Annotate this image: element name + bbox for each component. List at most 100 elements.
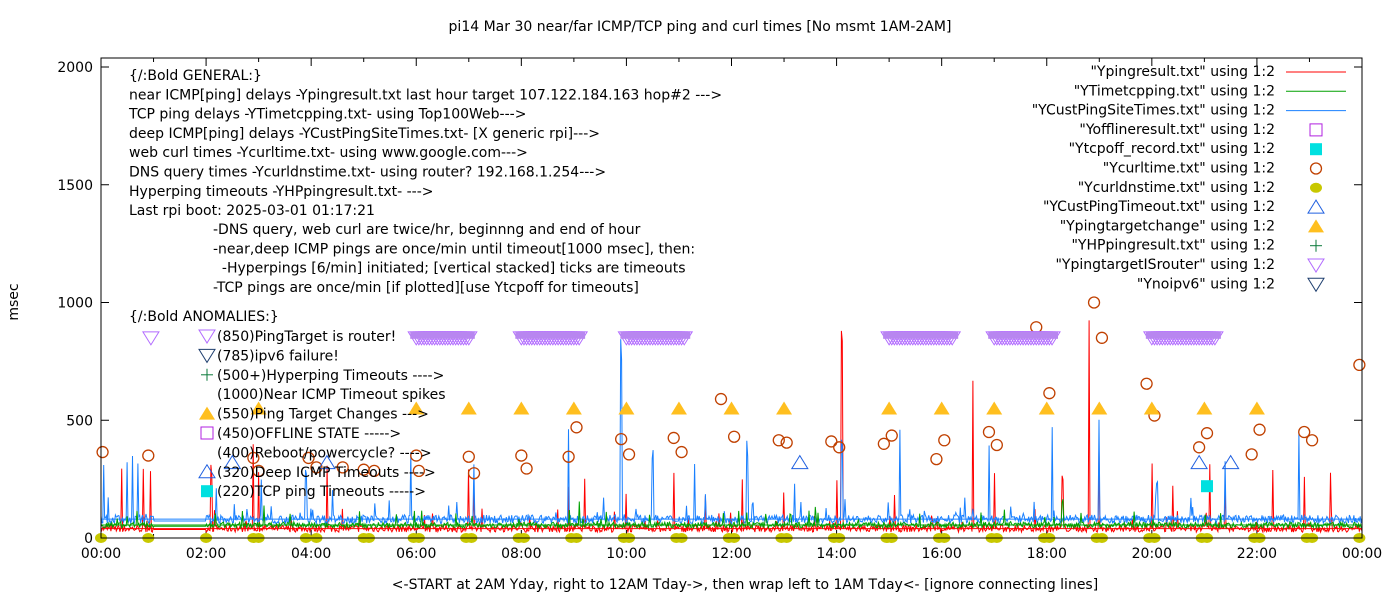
triangle-up-marker [1190, 454, 1209, 470]
curl-point [1087, 296, 1101, 309]
triangle-down-marker [1307, 258, 1325, 273]
square-marker [201, 485, 213, 498]
curl-point [1043, 387, 1056, 400]
x-tick-label: 02:00 [186, 546, 226, 562]
legend-symbol [1310, 143, 1322, 156]
triangle-up-marker [318, 454, 336, 470]
general-note: web curl times -Ycurltime.txt- using www… [129, 145, 528, 161]
legend-label: "YCustPingTimeout.txt" using 1:2 [1043, 199, 1275, 215]
curl-point [1030, 321, 1043, 334]
curl-point [570, 421, 583, 434]
curl-point [520, 462, 533, 475]
x-tick-label: 04:00 [291, 546, 331, 562]
legend-label: "Ypingresult.txt" using 1:2 [1090, 64, 1275, 80]
circle-marker [1353, 358, 1366, 372]
curl-point [772, 434, 785, 447]
legend-symbol [1309, 123, 1323, 137]
anomaly-label: (850)PingTarget is router! [217, 329, 396, 345]
anomaly-symbol [198, 329, 216, 344]
circle-marker [520, 462, 533, 475]
curl-point [615, 432, 628, 446]
triangle-up-marker [198, 463, 216, 479]
triangle-up-marker [670, 401, 687, 415]
circle-marker [302, 451, 315, 465]
deep-timeout-point [1221, 454, 1240, 470]
x-tick-label: 10:00 [606, 546, 646, 562]
legend-label: "Ycurltime.txt" using 1:2 [1103, 161, 1275, 177]
x-axis-label: <-START at 2AM Yday, right to 12AM Tday-… [392, 577, 1098, 593]
curl-point [1245, 448, 1258, 461]
circle-marker [1245, 448, 1258, 461]
anomaly-symbol [198, 463, 216, 479]
y-tick-label: 0 [84, 531, 93, 547]
circle-marker [990, 438, 1003, 452]
circle-marker [142, 449, 155, 462]
legend-symbol [1307, 277, 1325, 293]
legend-label: "Ynoipv6" using 1:2 [1137, 276, 1275, 292]
legend-label: "Ypingtargetchange" using 1:2 [1060, 218, 1275, 234]
curl-point [1305, 434, 1319, 447]
curl-point [462, 450, 475, 463]
circle-marker [667, 431, 680, 445]
target-change-point [250, 401, 267, 415]
isrouter-band [515, 331, 586, 339]
y-tick-label: 500 [66, 413, 93, 429]
triangle-up-marker [1091, 401, 1108, 415]
general-note: {/:Bold GENERAL:} [129, 68, 262, 84]
triangle-up-marker [933, 401, 950, 415]
anomaly-label: (320)Deep ICMP Timeouts ----> [217, 465, 436, 481]
curl-point [1200, 427, 1214, 440]
target-change-point [776, 401, 793, 415]
target-change-point [618, 401, 635, 415]
anomaly-label: (1000)Near ICMP Timeout spikes [217, 387, 446, 403]
circle-marker [467, 467, 481, 480]
legend-symbol [1309, 162, 1323, 175]
circle-marker [368, 464, 381, 478]
triangle-up-marker [1038, 401, 1055, 415]
legend-symbol [1307, 199, 1325, 214]
curl-point [667, 431, 680, 445]
circle-marker [412, 464, 426, 478]
triangle-up-marker [565, 401, 582, 415]
legend-label: "YpingtargetISrouter" using 1:2 [1055, 257, 1275, 273]
curl-point [727, 430, 741, 443]
anomaly-label: (450)OFFLINE STATE -----> [217, 426, 401, 442]
circle-marker [772, 434, 785, 447]
general-note-indented: -Hyperpings [6/min] initiated; [vertical… [213, 261, 686, 277]
circle-marker [562, 450, 575, 463]
triangle-down-marker [1307, 277, 1325, 293]
circle-marker [675, 445, 688, 459]
circle-marker [1192, 441, 1206, 454]
circle-marker [825, 435, 838, 448]
circle-marker [727, 430, 741, 443]
legend-label: "YHPpingresult.txt" using 1:2 [1071, 238, 1275, 254]
square-marker [1310, 143, 1322, 156]
general-note: near ICMP[ping] delays -Ypingresult.txt … [129, 87, 722, 103]
y-tick-label: 1000 [57, 296, 93, 312]
circle-marker [930, 452, 943, 466]
x-tick-label: 06:00 [396, 546, 436, 562]
triangle-down-marker [142, 331, 160, 346]
curl-point [562, 450, 575, 463]
x-tick-label: 00:00 [81, 546, 121, 562]
triangle-up-marker [408, 401, 425, 415]
isrouter-band [620, 331, 691, 339]
circle-marker [310, 461, 323, 474]
curl-point [938, 434, 951, 447]
x-tick-label: 16:00 [921, 546, 961, 562]
square-marker [200, 426, 214, 440]
target-change-point [933, 401, 950, 415]
triangle-up-marker [1308, 219, 1324, 233]
anomaly-symbol [201, 368, 213, 381]
legend-symbol [1307, 258, 1325, 273]
anomaly-label: (500+)Hyperping Timeouts ----> [217, 368, 444, 384]
curl-point [515, 449, 528, 462]
circle-marker [1140, 377, 1153, 390]
curl-point [675, 445, 688, 459]
target-change-point [1196, 401, 1213, 415]
curl-point [247, 451, 260, 465]
target-change-point [1091, 401, 1108, 415]
anomaly-label: (220)TCP ping Timeouts -----> [217, 484, 426, 500]
anomaly-label: (785)ipv6 failure! [217, 348, 339, 364]
curl-point [1353, 358, 1366, 372]
